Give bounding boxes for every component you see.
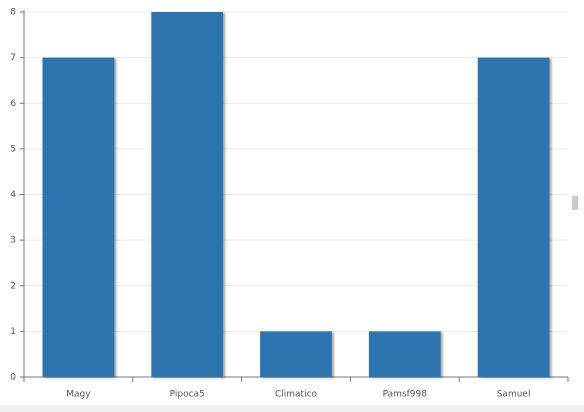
bar [368,331,441,377]
x-tick-label: Pamsf998 [383,390,428,400]
footer-strip [0,405,584,412]
y-tick-label: 2 [10,281,16,291]
x-tick-label: Magy [66,390,91,400]
y-tick-label: 8 [10,8,16,18]
y-tick-label: 0 [10,373,16,383]
bar [42,57,115,377]
x-tick-label: Samuel [497,390,531,400]
bar [151,12,224,377]
x-tick-label: Pipoca5 [170,390,205,400]
resize-handle[interactable] [572,196,578,210]
y-tick-label: 1 [10,327,16,337]
y-tick-label: 3 [10,236,16,246]
y-tick-label: 5 [10,144,16,154]
bar [477,57,550,377]
y-tick-label: 6 [10,99,16,109]
x-tick-label: Climatico [275,390,318,400]
y-tick-label: 7 [10,53,16,63]
bar [260,331,332,377]
y-tick-label: 4 [10,190,16,200]
